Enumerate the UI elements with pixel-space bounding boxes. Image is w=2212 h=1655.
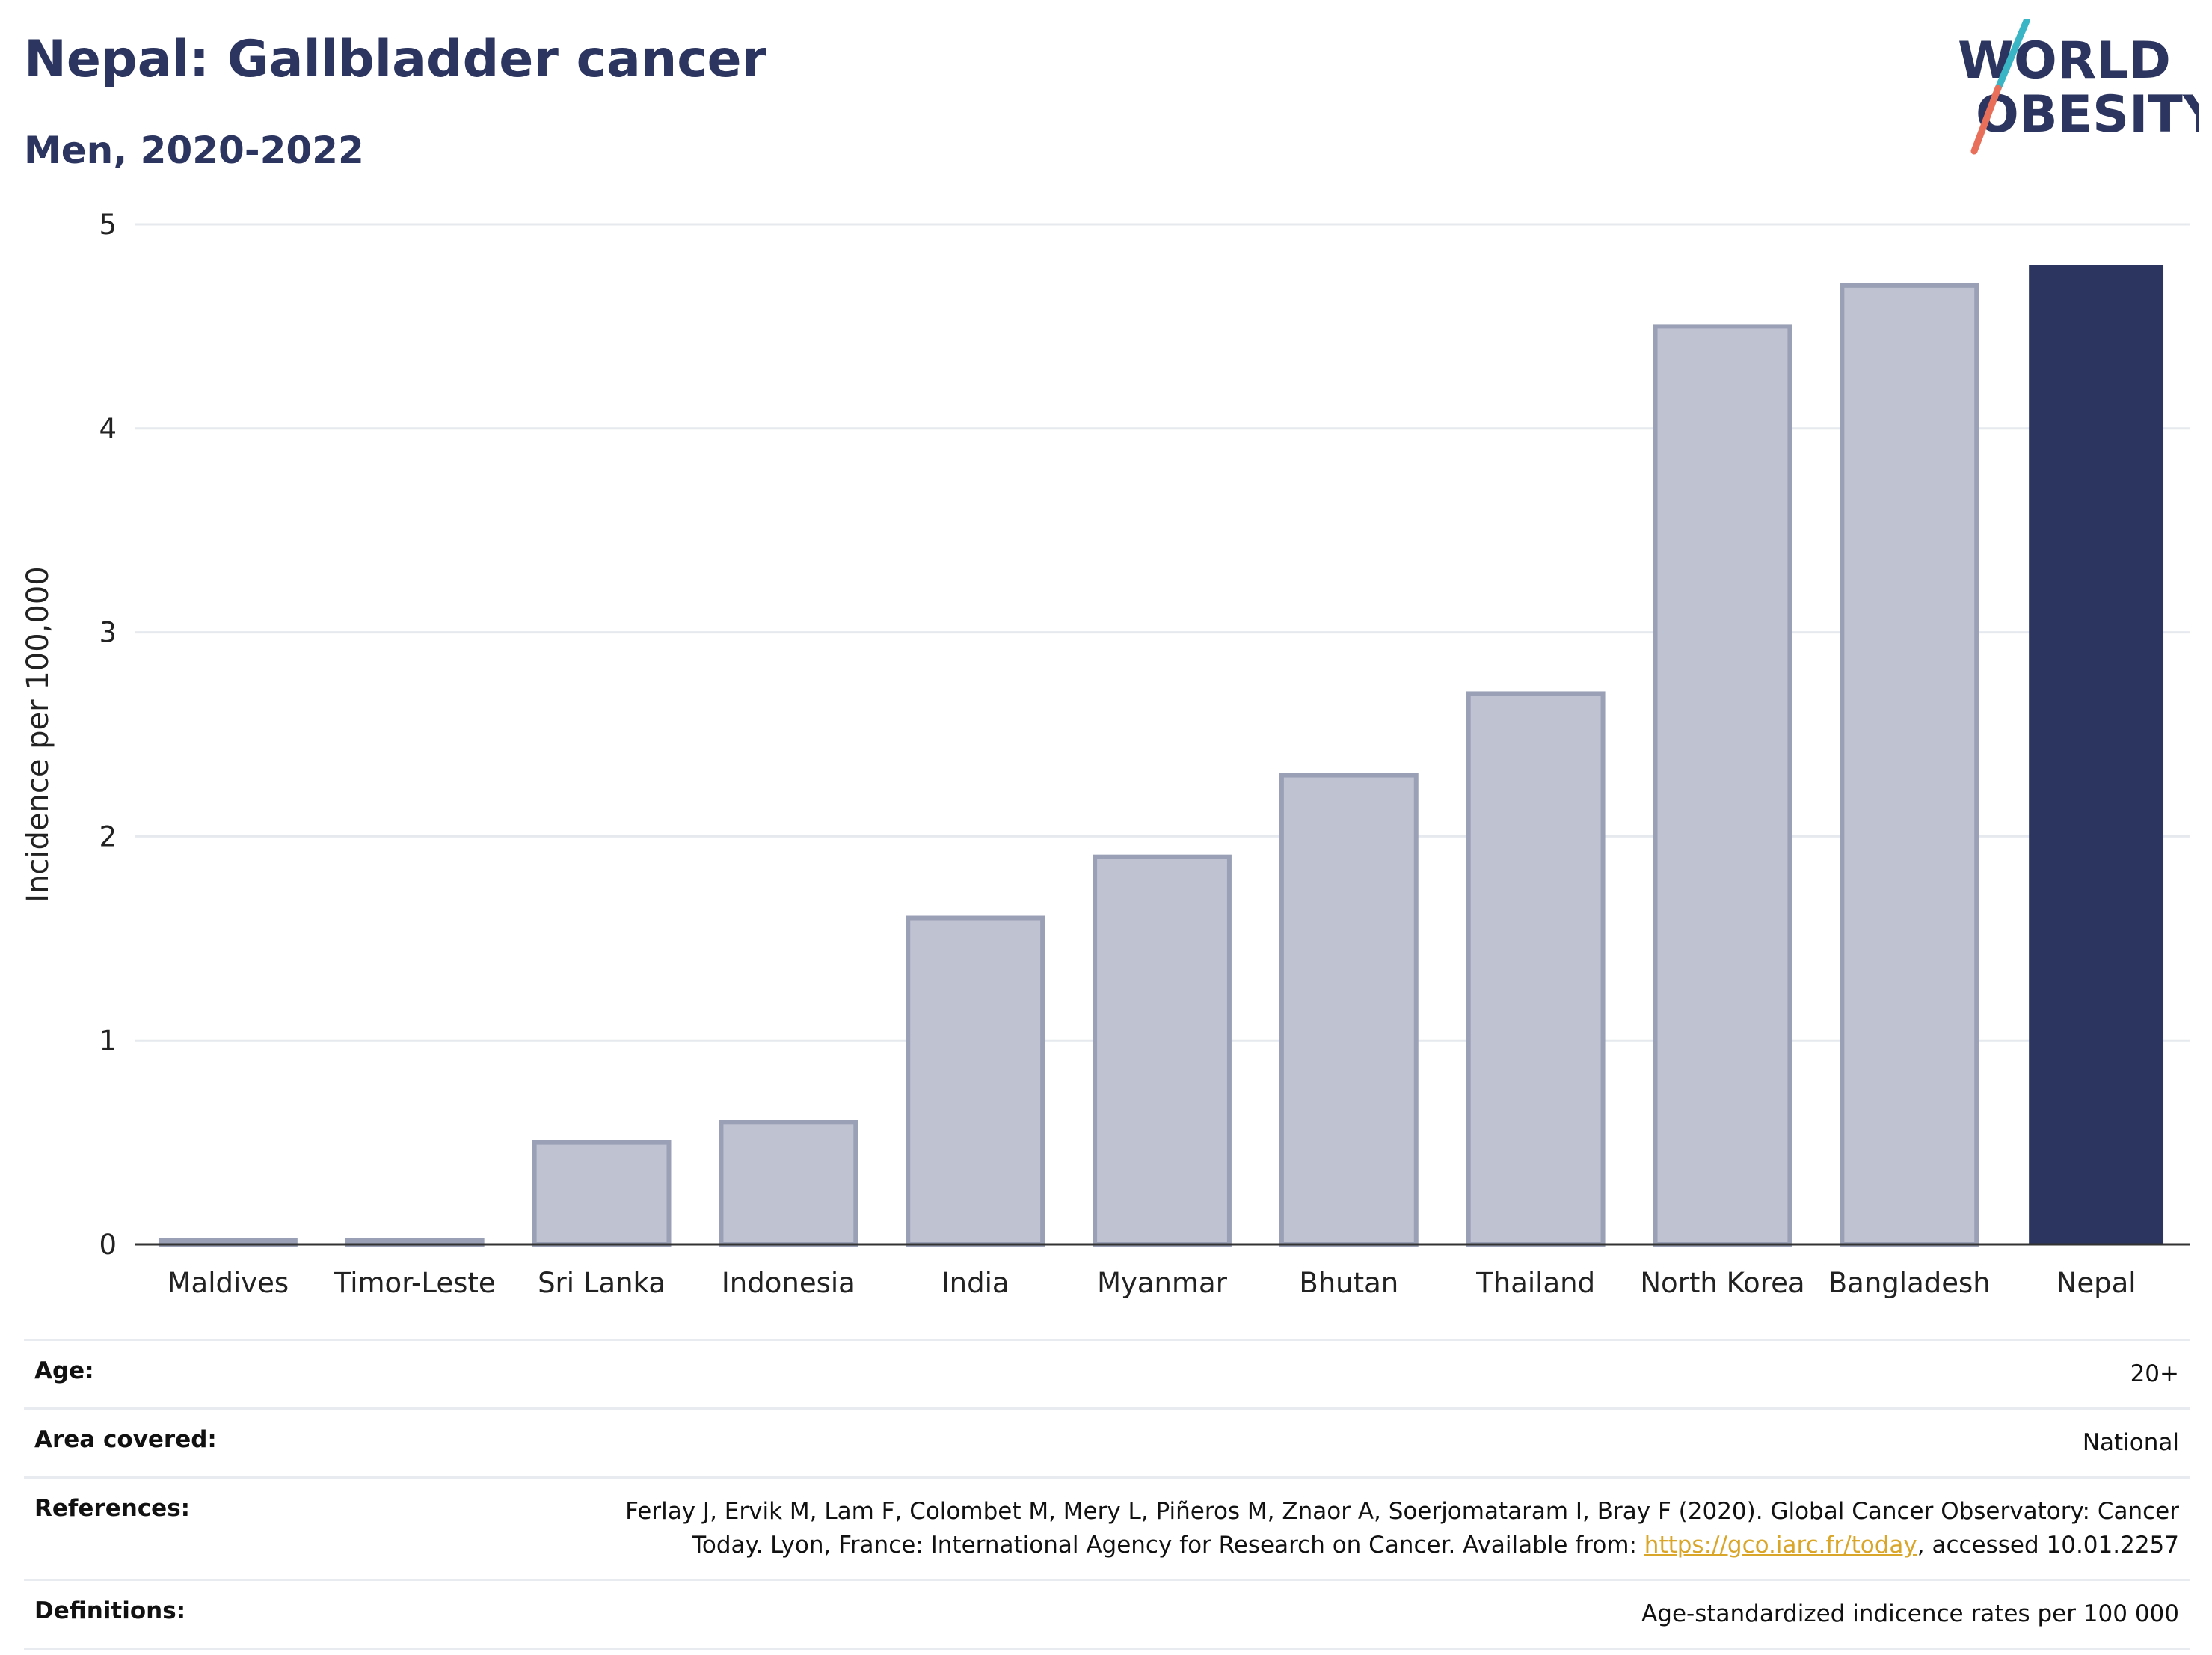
logo-slash-bottom (1970, 85, 2002, 155)
bar-india (906, 915, 1045, 1247)
y-tick-label: 0 (99, 1229, 117, 1261)
x-tick-label: Indonesia (722, 1267, 855, 1299)
references-text-2: , accessed 10.01.2257 (1917, 1531, 2179, 1559)
meta-row-area: Area covered: National (24, 1407, 2190, 1476)
x-tick-labels: Maldives Timor-Leste Sri Lanka Indonesia Ind… (168, 1267, 2136, 1299)
meta-row-definitions: Definitions: Age-standardized indicence … (24, 1578, 2190, 1650)
references-link[interactable]: https://gco.iarc.fr/today (1644, 1531, 1917, 1559)
logo-line-world: WORLD (1958, 31, 2171, 90)
y-tick-label: 5 (99, 209, 117, 241)
x-tick-label: Myanmar (1097, 1267, 1228, 1299)
bar-bangladesh (1840, 283, 1979, 1247)
y-tick-label: 1 (99, 1025, 117, 1057)
age-value: 20+ (2130, 1360, 2179, 1387)
bar-myanmar (1093, 854, 1232, 1247)
chart-title: Nepal: Gallbladder cancer (24, 30, 767, 89)
x-tick-label: Thailand (1475, 1267, 1595, 1299)
bar-nepal (2029, 265, 2164, 1244)
age-label: Age: (34, 1357, 94, 1384)
x-tick-label: Nepal (2056, 1267, 2136, 1299)
x-tick-label: Bhutan (1299, 1267, 1398, 1299)
y-tick-label: 2 (99, 820, 117, 853)
y-tick-labels: 0 1 2 3 4 5 (99, 209, 117, 1261)
bar-indonesia (719, 1120, 858, 1247)
bar-chart: 0 1 2 3 4 5 Maldives Timor-Leste Sri Lanka Indon… (21, 209, 2190, 1299)
definitions-value: Age-standardized indicence rates per 100… (1641, 1600, 2179, 1627)
references-value: Ferlay J, Ervik M, Lam F, Colombet M, Me… (609, 1495, 2179, 1562)
x-tick-label: Bangladesh (1828, 1267, 1991, 1299)
area-covered-label: Area covered: (34, 1425, 217, 1453)
x-tick-label: Maldives (168, 1267, 289, 1299)
references-text-1: Ferlay J, Ervik M, Lam F, Colombet M, Me… (625, 1497, 2179, 1559)
y-tick-label: 3 (99, 617, 117, 649)
chart-subtitle: Men, 2020-2022 (24, 129, 364, 172)
bar-bhutan (1279, 773, 1419, 1247)
area-covered-value: National (2082, 1428, 2179, 1456)
metadata-table: Age: 20+ Area covered: National Referenc… (24, 1339, 2190, 1650)
bar-sri-lanka (532, 1140, 672, 1247)
x-tick-label: India (941, 1267, 1010, 1299)
x-tick-label: Timor-Leste (334, 1267, 496, 1299)
bar-thailand (1466, 691, 1606, 1247)
bars (158, 265, 2164, 1247)
y-axis-label: Incidence per 100,000 (21, 566, 55, 903)
references-label: References: (34, 1494, 191, 1522)
x-tick-label: North Korea (1640, 1267, 1804, 1299)
logo-line-obesity: OBESITY (1976, 85, 2199, 144)
meta-row-references: References: Ferlay J, Ervik M, Lam F, Co… (24, 1476, 2190, 1579)
y-tick-label: 4 (99, 413, 117, 445)
x-tick-label: Sri Lanka (538, 1267, 666, 1299)
meta-row-age: Age: 20+ (24, 1339, 2190, 1407)
world-obesity-logo: WORLD OBESITY (1958, 19, 2199, 155)
bar-north-korea (1653, 324, 1792, 1247)
logo-slash-top (1994, 19, 2030, 92)
definitions-label: Definitions: (34, 1597, 186, 1624)
